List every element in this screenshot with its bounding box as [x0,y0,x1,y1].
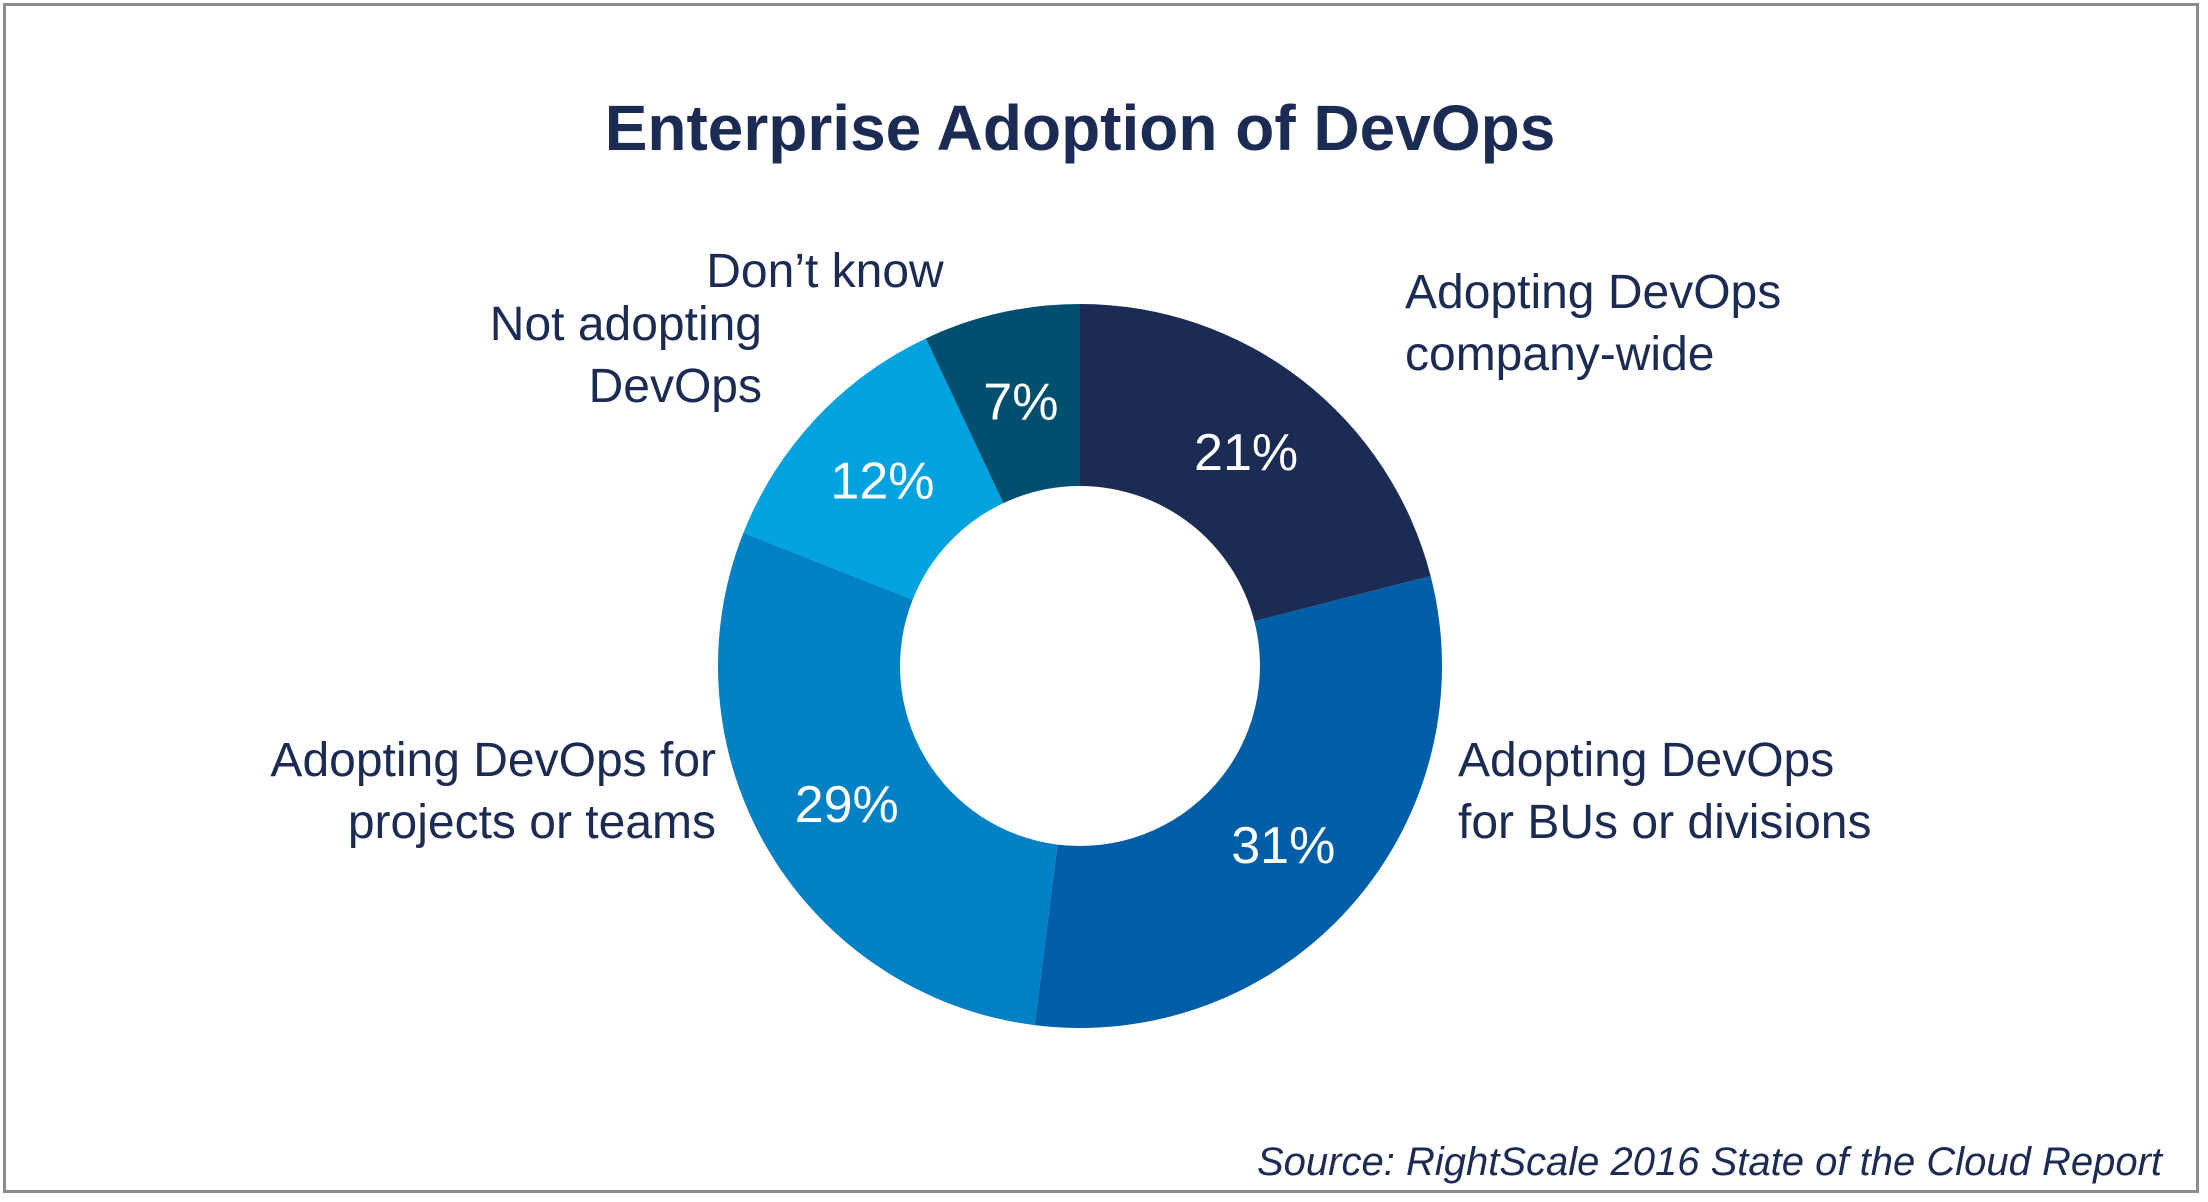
category-label-line: Adopting DevOps for [270,734,716,787]
category-label-2: Adopting DevOps for BUs or divisions [1458,734,1871,849]
source-note: Source: RightScale 2016 State of the Clo… [1257,1140,2164,1184]
slice-2 [1034,575,1442,1028]
value-label-4: 12% [830,452,934,510]
category-label-line: Not adopting [490,298,762,351]
slice-5 [925,304,1080,504]
category-label-line: DevOps [589,360,762,413]
category-label-line: company-wide [1405,328,1714,381]
value-label-2: 31% [1231,817,1335,875]
category-label-5: Don’t know [706,245,944,298]
value-label-5: 7% [983,374,1058,432]
value-label-1: 21% [1194,424,1298,482]
slice-3 [718,532,1058,1026]
category-label-line: Adopting DevOps [1405,266,1781,319]
value-labels-group: 21% 31% 29% 12% 7% [795,374,1336,876]
slices-group [718,304,1442,1028]
slice-1 [1080,304,1431,622]
category-label-line: for BUs or divisions [1458,796,1871,849]
category-label-1: Adopting DevOps company-wide [1405,266,1781,381]
category-label-line: projects or teams [348,796,716,849]
value-label-3: 29% [795,776,899,834]
chart-frame [3,3,2199,1193]
category-label-4: Not adopting DevOps [490,298,762,413]
category-label-line: Adopting DevOps [1458,734,1834,787]
category-label-3: Adopting DevOps for projects or teams [270,734,716,849]
category-label-line: Don’t know [706,245,944,298]
chart-title: Enterprise Adoption of DevOps [605,92,1556,164]
slice-4 [743,338,1004,600]
